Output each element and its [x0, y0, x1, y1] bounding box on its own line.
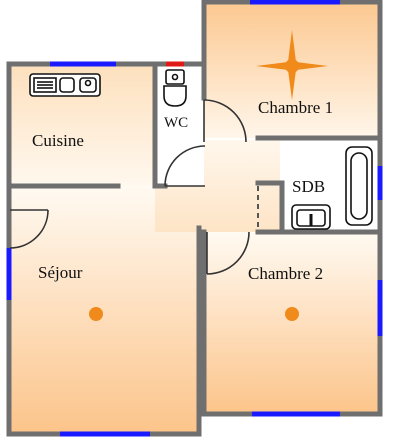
- light-point-icon: [285, 307, 299, 321]
- room-label-sejour: Séjour: [38, 263, 83, 282]
- sink-icon: [291, 204, 331, 230]
- ceiling-light-icon: [256, 30, 328, 100]
- light-point-icon: [89, 307, 103, 321]
- stove-icon: [29, 73, 101, 97]
- room-label-wc: WC: [164, 115, 188, 131]
- windows: [6, 0, 383, 437]
- room-label-cuisine: Cuisine: [32, 131, 84, 150]
- chambre2-floor: [204, 232, 380, 414]
- room-label-chambre2: Chambre 2: [248, 264, 323, 283]
- bathtub-icon: [345, 146, 373, 226]
- doors: [9, 99, 250, 275]
- room-label-chambre1: Chambre 1: [258, 98, 333, 117]
- toilet-icon: [163, 69, 187, 107]
- room-label-sdb: SDB: [292, 177, 325, 196]
